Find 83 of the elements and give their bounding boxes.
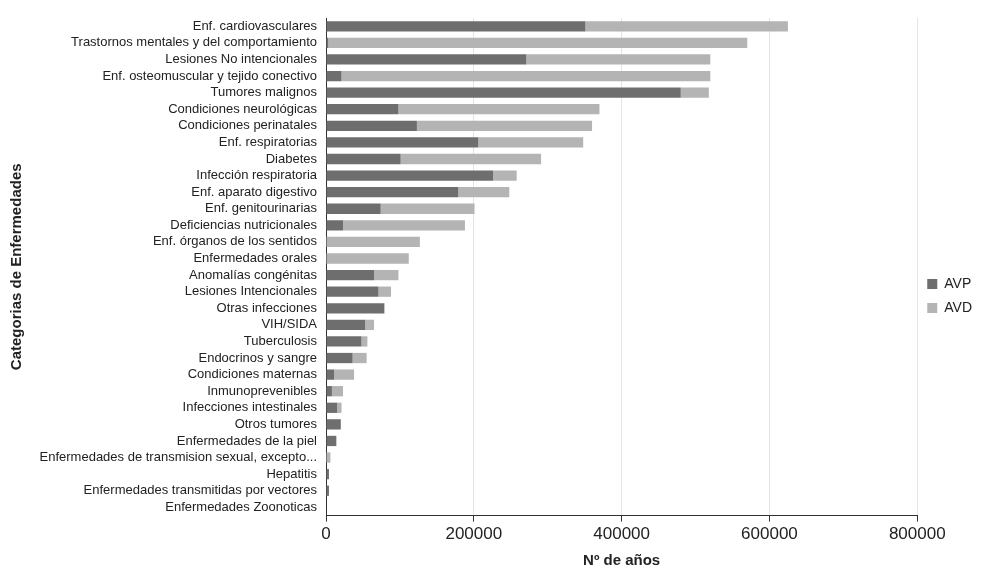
bar (326, 153, 401, 165)
bar (326, 187, 459, 198)
y-tick-label: Enfermedades Zoonoticas (165, 498, 318, 514)
bar (352, 352, 367, 364)
y-tick-label: Endocrinos y sangre (198, 349, 317, 365)
bar (326, 336, 362, 347)
bar (326, 21, 586, 32)
y-tick-label: Enf. osteomuscular y tejido conectivo (102, 67, 317, 83)
bar (326, 319, 366, 330)
y-tick-label: Enfermedades transmitidas por vectores (83, 482, 318, 498)
bar (326, 170, 494, 181)
x-tick-label: 400000 (593, 524, 650, 544)
bar (400, 153, 542, 165)
legend-label: AVD (944, 298, 972, 315)
y-tick-label: Tumores malignos (210, 84, 318, 100)
y-tick-label: Enf. órganos de los sentidos (152, 233, 318, 249)
y-tick-label: Enfermedades de la piel (176, 432, 318, 448)
bar (493, 170, 517, 181)
y-tick-label: Enf. respiratorias (218, 133, 318, 149)
bar (326, 236, 420, 248)
bar (343, 220, 465, 231)
bar (326, 352, 353, 364)
bar (326, 220, 343, 231)
bar (398, 104, 600, 115)
y-tick-label: Anomalías congénitas (189, 266, 318, 282)
y-tick-label: Enfermedades orales (193, 250, 318, 266)
y-tick-label: Condiciones neurológicas (168, 100, 318, 116)
y-tick-label: Inmunoprevenibles (207, 382, 318, 398)
bar (374, 269, 399, 281)
bar (585, 21, 788, 32)
bar (326, 120, 417, 131)
bar (326, 402, 338, 413)
y-tick-label: Infecciones intestinales (182, 399, 318, 415)
bar (328, 37, 748, 49)
bar (326, 104, 399, 115)
bar (326, 87, 681, 98)
bar (337, 402, 342, 413)
y-tick-label: Diabetes (265, 150, 318, 166)
y-tick-label: Enf. aparato digestivo (191, 183, 317, 199)
y-tick-label: Condiciones perinatales (178, 117, 318, 133)
x-tick-label: 200000 (445, 524, 503, 544)
y-tick-label: VIH/SIDA (261, 316, 318, 332)
y-tick-label: Otras infecciones (216, 299, 318, 315)
bar (334, 369, 355, 380)
y-tick-label: Deficiencias nutricionales (170, 216, 318, 232)
y-tick-label: Condiciones maternas (187, 366, 318, 382)
y-tick-label: Trastornos mentales y del comportamiento (71, 34, 317, 50)
bar (326, 369, 335, 380)
bar (341, 70, 711, 82)
bar (326, 70, 342, 82)
bar (326, 54, 527, 65)
y-tick-label: Otros tumores (234, 415, 318, 431)
y-axis-title: Categorias de Enfermedades (7, 163, 25, 371)
bar (478, 137, 584, 148)
y-tick-label: Hepatitis (266, 465, 318, 481)
y-tick-label: Enf. genitourinarias (204, 200, 318, 216)
y-tick-label: Lesiones Intencionales (184, 283, 318, 299)
legend-label: AVP (944, 274, 972, 291)
bar (680, 87, 709, 98)
bar (526, 54, 711, 65)
bar (326, 419, 341, 430)
x-tick-label: 800000 (888, 524, 946, 544)
y-tick-label: Lesiones No intencionales (165, 51, 318, 67)
y-tick-label: Tuberculosis (243, 333, 318, 349)
x-axis-title: Nº de años (583, 551, 661, 569)
x-tick-label: 0 (321, 524, 331, 544)
bar (331, 386, 343, 397)
bar (326, 286, 379, 297)
bar (458, 187, 510, 198)
bar (326, 269, 375, 281)
bar (365, 319, 375, 330)
y-tick-label: Infección respiratoria (196, 167, 318, 183)
bar (326, 137, 479, 148)
bar (326, 303, 385, 314)
bar (416, 120, 593, 131)
y-tick-label: Enf. cardiovasculares (192, 17, 318, 33)
bar (378, 286, 392, 297)
bar (361, 336, 368, 347)
bar (326, 203, 381, 214)
bar (326, 253, 409, 264)
x-tick-label: 600000 (741, 524, 798, 544)
y-tick-label: Enfermedades de transmision sexual, excepto... (39, 449, 317, 465)
bar (380, 203, 475, 214)
